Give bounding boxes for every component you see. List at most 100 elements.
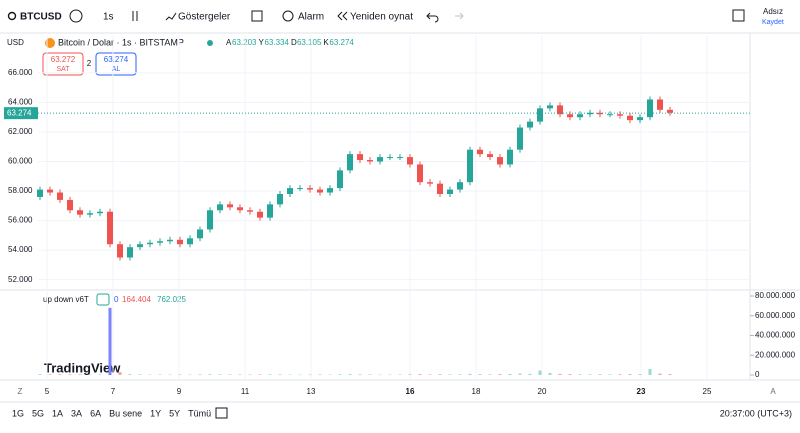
candle-body bbox=[307, 188, 313, 190]
volume-bar bbox=[458, 374, 462, 375]
volume-bar bbox=[128, 374, 132, 375]
volume-bar bbox=[368, 374, 372, 376]
candle-body bbox=[497, 157, 503, 165]
range-button[interactable]: 5G bbox=[32, 408, 44, 418]
candle-body bbox=[107, 211, 113, 245]
candle-body bbox=[657, 99, 663, 110]
alarm-icon bbox=[282, 10, 294, 22]
volume-bar bbox=[228, 374, 232, 376]
indicator-name: up down v6T bbox=[43, 295, 89, 304]
candle-body bbox=[287, 188, 293, 194]
candle-body bbox=[197, 229, 203, 239]
indicator-settings[interactable] bbox=[96, 293, 110, 306]
x-tick-label: 20 bbox=[538, 387, 547, 396]
y-tick-label: 56.000 bbox=[8, 216, 33, 225]
range-button[interactable]: 1Y bbox=[150, 408, 161, 418]
volume-bar bbox=[598, 374, 602, 375]
volume-bar bbox=[388, 374, 392, 376]
volume-bar bbox=[338, 374, 342, 375]
volume-bar bbox=[298, 374, 302, 376]
indicator-value: 0 bbox=[114, 295, 119, 304]
sell-price: 63.272 bbox=[51, 55, 76, 64]
volume-bar bbox=[558, 373, 562, 375]
range-button[interactable]: 3A bbox=[71, 408, 82, 418]
alarm-button[interactable]: Alarm bbox=[298, 12, 324, 23]
undo-button[interactable] bbox=[426, 12, 439, 23]
volume-bar bbox=[438, 374, 442, 375]
last-price-badge bbox=[4, 107, 38, 120]
volume-bar bbox=[288, 374, 292, 376]
candle-body bbox=[67, 199, 73, 211]
candle-body bbox=[447, 189, 453, 194]
volume-bar bbox=[648, 369, 652, 375]
redo-button[interactable] bbox=[455, 12, 464, 20]
range-button[interactable]: 1A bbox=[52, 408, 63, 418]
range-button[interactable]: 1G bbox=[12, 408, 24, 418]
volume-bar bbox=[418, 374, 422, 375]
volume-bar bbox=[78, 374, 82, 375]
indicators-button[interactable]: Göstergeler bbox=[178, 12, 231, 23]
buy-price: 63.274 bbox=[104, 55, 129, 64]
layout-name[interactable]: Adsız bbox=[763, 7, 783, 16]
y-tick-label: 60.000 bbox=[8, 157, 33, 166]
volume-bar bbox=[638, 374, 642, 375]
volume-bar bbox=[348, 374, 352, 375]
scale-button[interactable]: Z bbox=[18, 387, 23, 396]
save-button[interactable]: Kaydet bbox=[762, 19, 784, 26]
volume-bar bbox=[448, 374, 452, 375]
candle-body bbox=[607, 114, 613, 116]
volume-bar bbox=[168, 374, 172, 376]
symbol[interactable]: BTCUSD bbox=[20, 12, 62, 23]
range-button[interactable]: Tümü bbox=[188, 408, 211, 418]
fullscreen-button[interactable] bbox=[732, 9, 745, 22]
sell-box[interactable] bbox=[42, 52, 84, 76]
scale-button[interactable]: A bbox=[770, 387, 776, 396]
range-button[interactable]: 6A bbox=[90, 408, 101, 418]
volume-bar bbox=[658, 373, 662, 375]
volume-bar bbox=[538, 370, 542, 375]
volume-bar bbox=[518, 373, 522, 375]
y2-tick-label: 80.000.000 bbox=[755, 291, 796, 300]
candle-body bbox=[637, 117, 643, 121]
candle-body bbox=[327, 188, 333, 193]
y-tick-label: 52.000 bbox=[8, 275, 33, 284]
candle-body bbox=[247, 210, 253, 212]
buy-box[interactable] bbox=[95, 52, 137, 76]
candle-body bbox=[87, 213, 93, 215]
volume-bar bbox=[668, 374, 672, 375]
y2-tick-label: 0 bbox=[755, 370, 760, 379]
y2-tick-label: 20.000.000 bbox=[755, 350, 796, 359]
search-icon bbox=[7, 11, 17, 21]
ohlc-label: Y bbox=[258, 38, 264, 47]
x-tick-label: 5 bbox=[45, 387, 50, 396]
interval[interactable]: 1s bbox=[103, 12, 114, 23]
candle-body bbox=[417, 164, 423, 183]
candle-body bbox=[227, 204, 233, 208]
volume-bar bbox=[68, 374, 72, 375]
volume-bar bbox=[178, 374, 182, 376]
volume-bar bbox=[98, 374, 102, 375]
compare-button[interactable] bbox=[69, 9, 83, 23]
candle-body bbox=[627, 115, 633, 121]
volume-bar bbox=[528, 373, 532, 375]
layout-icon[interactable] bbox=[251, 10, 263, 22]
legend-title: Bitcoin / Dolar · 1s · BITSTAMP bbox=[58, 37, 184, 47]
spread: 2 bbox=[87, 59, 92, 68]
replay-button[interactable]: Yeniden oynat bbox=[350, 12, 413, 23]
candle-body bbox=[127, 247, 133, 258]
volume-bar bbox=[578, 374, 582, 375]
chart-type-icon[interactable] bbox=[132, 11, 138, 21]
range-button[interactable]: 5Y bbox=[169, 408, 180, 418]
x-tick-label: 13 bbox=[307, 387, 316, 396]
y2-tick-label: 60.000.000 bbox=[755, 311, 796, 320]
volume-bar bbox=[548, 373, 552, 375]
candle-body bbox=[187, 238, 193, 245]
goto-date-button[interactable] bbox=[215, 407, 228, 419]
range-button[interactable]: Bu sene bbox=[109, 408, 142, 418]
volume-bar bbox=[508, 374, 512, 375]
candle-body bbox=[557, 105, 563, 115]
volume-bar bbox=[468, 373, 472, 375]
candle-body bbox=[477, 149, 483, 155]
indicator-value: 762.025 bbox=[157, 295, 186, 304]
y-tick-label: 58.000 bbox=[8, 186, 33, 195]
